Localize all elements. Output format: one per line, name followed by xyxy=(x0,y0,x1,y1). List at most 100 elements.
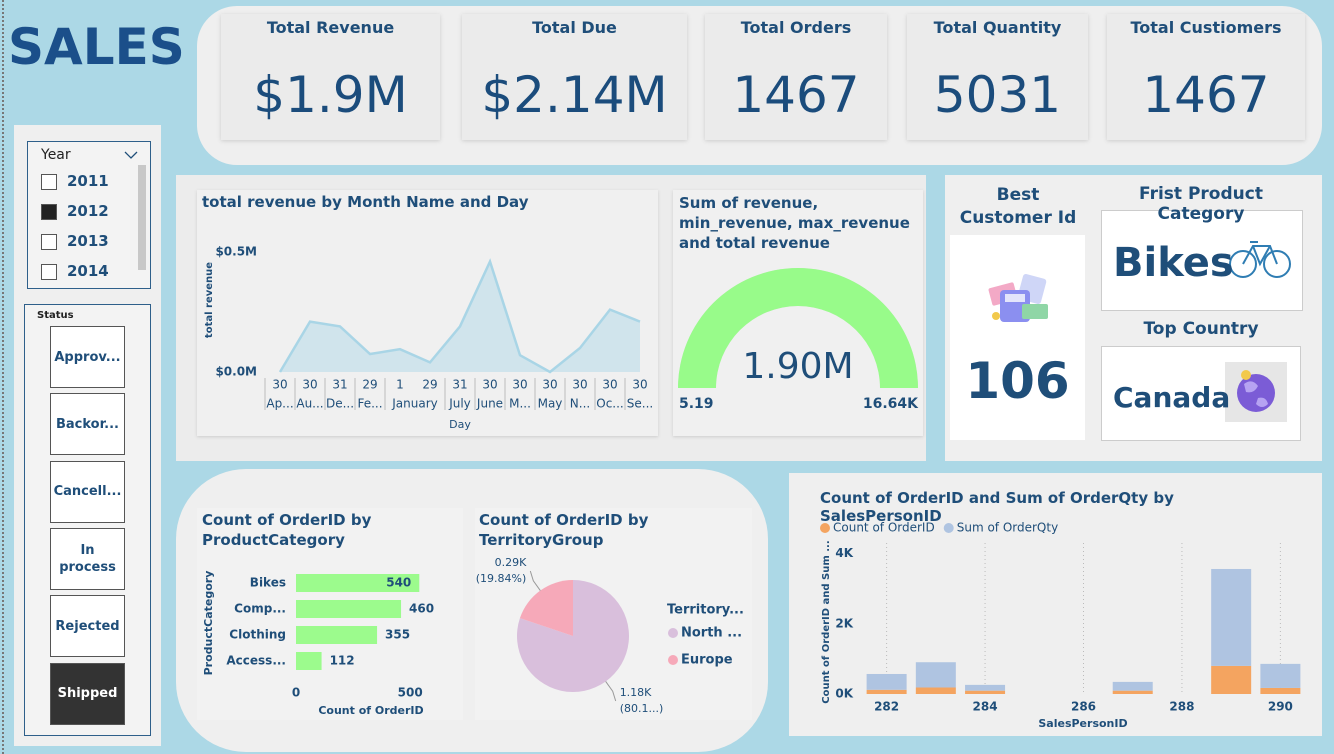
x-group-label: N... xyxy=(570,397,590,411)
legend-marker xyxy=(820,523,830,533)
percent-label: (80.1...) xyxy=(620,702,664,715)
card-value: Canada xyxy=(1113,381,1231,414)
x-group-label: July xyxy=(448,397,471,411)
value-label: 460 xyxy=(409,602,434,616)
chart-title: Sum of revenue, min_revenue, max_revenue… xyxy=(679,194,910,252)
x-tick-label: 29 xyxy=(422,378,437,392)
bar xyxy=(296,600,402,618)
kpi-card xyxy=(1107,14,1305,140)
value-label: 112 xyxy=(330,654,355,668)
x-tick-label: 500 xyxy=(398,686,423,700)
card-value: Bikes xyxy=(1113,240,1234,286)
status-button[interactable]: Rejected xyxy=(50,595,125,658)
bar xyxy=(915,662,956,688)
y-tick-label: 0K xyxy=(835,687,853,701)
value-label: 540 xyxy=(386,576,411,590)
kpi-card xyxy=(907,14,1088,140)
page-title: SALES xyxy=(8,18,185,76)
x-group-label: Oc... xyxy=(596,397,624,411)
legend-label: Europe xyxy=(681,653,733,668)
kpi-card xyxy=(221,14,440,140)
status-button[interactable]: In process xyxy=(50,527,125,590)
gauge-label: 1.90M xyxy=(742,346,853,387)
x-tick-label: 282 xyxy=(874,700,899,714)
bar xyxy=(1211,568,1252,666)
x-tick-label: 0 xyxy=(292,686,300,700)
leader-line xyxy=(529,570,541,591)
line xyxy=(278,258,641,374)
slicer-option[interactable]: 2011 xyxy=(67,172,109,190)
x-tick-label: 1 xyxy=(396,378,404,392)
value-label: 1.18K xyxy=(620,686,652,699)
status-button[interactable]: Shipped xyxy=(50,662,125,725)
slicer-option[interactable]: 2012 xyxy=(67,202,109,220)
chart-title: Count of OrderID by TerritoryGroup xyxy=(479,511,649,549)
edge xyxy=(2,0,4,754)
bar xyxy=(1211,665,1252,694)
legend-label: North ... xyxy=(681,626,742,641)
kpi-card xyxy=(462,14,687,140)
y-tick-label: 2K xyxy=(835,616,853,630)
status-button[interactable]: Approv... xyxy=(50,326,125,388)
checkbox[interactable] xyxy=(41,264,57,280)
kpi-label: Total Revenue xyxy=(266,18,395,37)
bike-icon xyxy=(1229,241,1291,278)
kpi-value: 1467 xyxy=(1142,66,1270,124)
card-title: Frist Product Category xyxy=(1139,184,1263,224)
card-box xyxy=(950,235,1085,440)
status-button[interactable]: Cancell... xyxy=(50,460,125,523)
bar xyxy=(296,574,420,592)
checkbox[interactable] xyxy=(41,204,57,220)
chart-title: Count of OrderID and Sum of OrderQty by … xyxy=(820,489,1174,525)
bar xyxy=(965,684,1006,691)
x-tick-label: 30 xyxy=(272,378,287,392)
slicer-title: Status xyxy=(37,310,74,321)
x-axis-label: Day xyxy=(449,418,471,431)
checkbox[interactable] xyxy=(41,174,57,190)
bar xyxy=(965,690,1006,694)
bar xyxy=(296,626,378,644)
legend-label: Sum of OrderQty xyxy=(957,521,1058,535)
legend-title: Territory... xyxy=(667,603,744,618)
slicer-option[interactable]: 2014 xyxy=(67,262,109,280)
kpi-label: Total Quantity xyxy=(933,18,1062,37)
kpi-card xyxy=(705,14,887,140)
bar xyxy=(296,652,322,670)
pie-slice xyxy=(519,580,573,636)
x-tick-label: 29 xyxy=(362,378,377,392)
bar xyxy=(866,689,907,694)
y-axis-label: ProductCategory xyxy=(202,571,215,676)
y-tick-label: Access... xyxy=(226,654,286,668)
card-title: Top Country xyxy=(1143,319,1259,339)
percent-label: (19.84%) xyxy=(476,572,527,585)
x-tick-label: 30 xyxy=(602,378,617,392)
kpi-value: 5031 xyxy=(933,66,1062,124)
status-button[interactable]: Backor... xyxy=(50,393,125,456)
gauge-max: 16.64K xyxy=(863,396,919,412)
x-group-label: M... xyxy=(509,397,531,411)
x-group-label: Au... xyxy=(296,397,323,411)
scrollbar xyxy=(138,165,146,270)
kpi-value: $2.14M xyxy=(481,66,668,124)
kpi-value: 1467 xyxy=(732,66,860,124)
bar xyxy=(1260,663,1301,688)
card-box xyxy=(1101,210,1303,311)
card-title: Best Customer Id xyxy=(959,185,1077,228)
x-tick-label: 30 xyxy=(482,378,497,392)
x-tick-label: 286 xyxy=(1071,700,1096,714)
y-tick-label: Clothing xyxy=(229,628,286,642)
leader-line xyxy=(605,681,617,702)
checkbox[interactable] xyxy=(41,234,57,250)
y-axis-label: Count of OrderID and Sum ... xyxy=(821,540,832,703)
value-label: 0.29K xyxy=(495,556,527,569)
kpi-label: Total Custiomers xyxy=(1130,18,1282,37)
x-group-label: May xyxy=(538,397,563,411)
x-group-label: Se... xyxy=(627,397,653,411)
slicer-option[interactable]: 2013 xyxy=(67,232,109,250)
y-tick-label: $0.5M xyxy=(215,245,257,259)
x-group-label: Ap... xyxy=(266,397,293,411)
y-tick-label: 4K xyxy=(835,546,853,560)
legend-marker xyxy=(668,655,678,665)
